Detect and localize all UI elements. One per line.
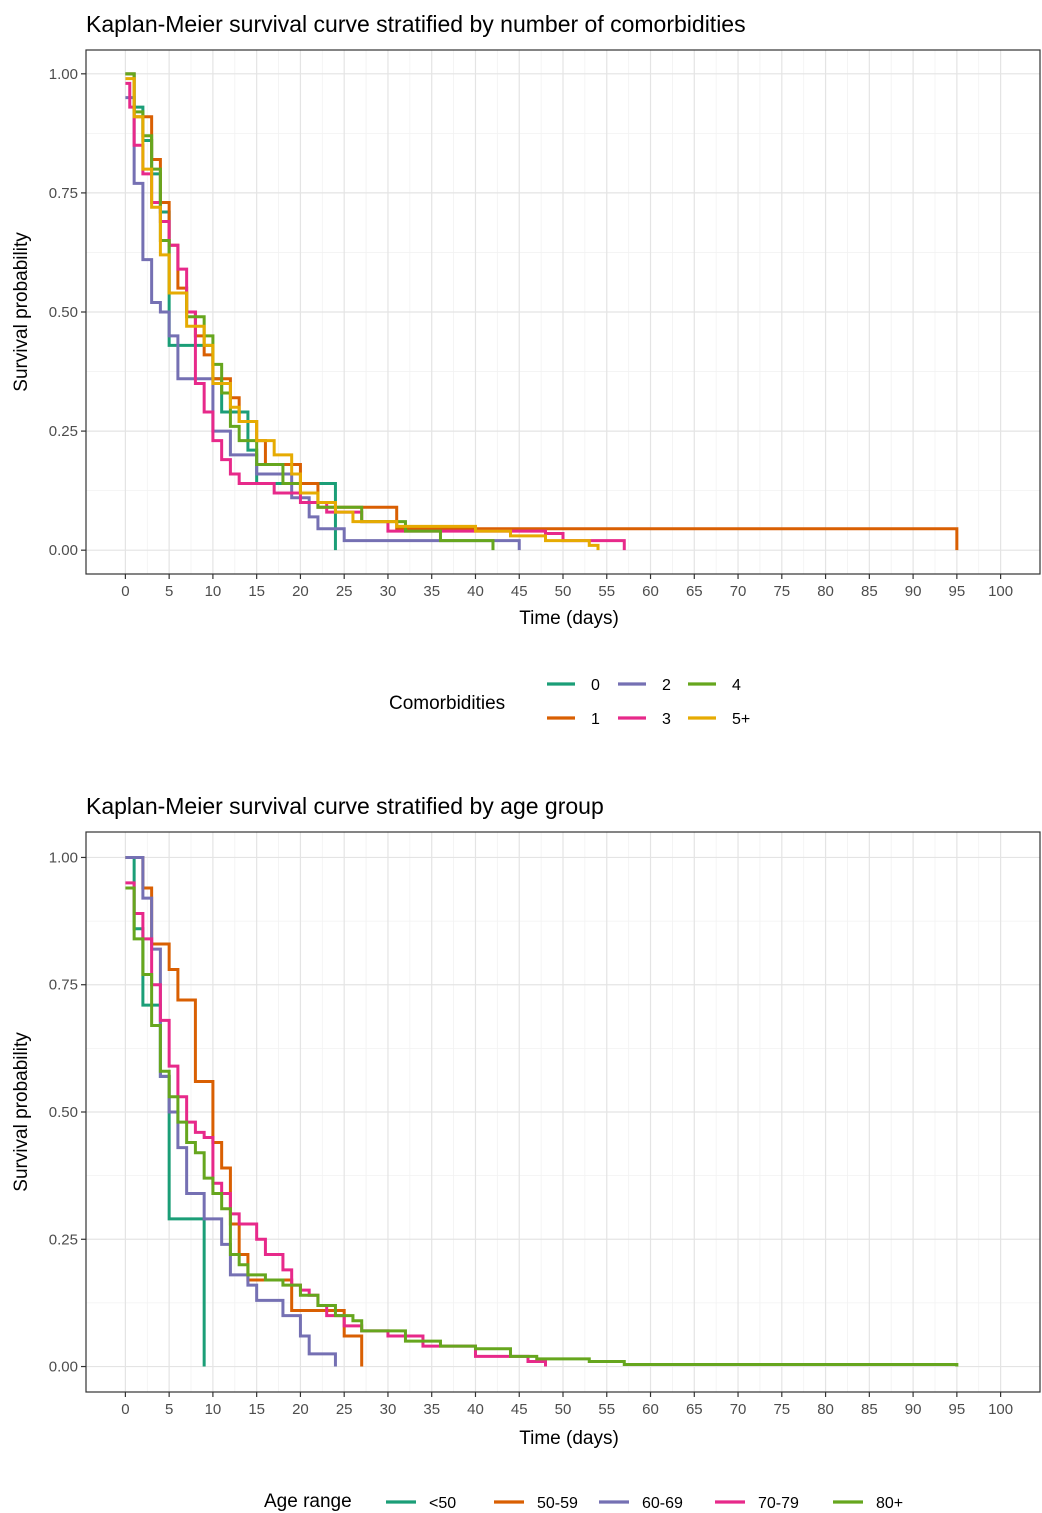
survival-curves (125, 855, 959, 1367)
x-tick-label: 90 (905, 583, 922, 600)
x-tick-label: 5 (165, 583, 173, 600)
legend-label: 1 (591, 711, 600, 728)
gridlines (86, 832, 1040, 1392)
x-axis-title: Time (days) (519, 608, 619, 629)
x-tick-label: 35 (423, 1401, 440, 1418)
legend-label: 2 (662, 677, 671, 694)
legend-label: 70-79 (758, 1495, 799, 1512)
km-curve-60-69 (125, 855, 337, 1367)
legend: Comorbidities 0 2 4 1 3 5+ (389, 677, 750, 728)
x-tick-label: 70 (730, 1401, 747, 1418)
x-tick-label: 60 (642, 1401, 659, 1418)
x-axis-ticks: 0 5 10 15 20 25 30 35 40 45 50 55 60 65 70 75 80 85 90 95 10… (121, 574, 1013, 600)
x-tick-label: 80 (817, 1401, 834, 1418)
x-tick-label: 40 (467, 1401, 484, 1418)
legend-label: 0 (591, 677, 600, 694)
x-tick-label: 75 (773, 583, 790, 600)
y-axis-ticks: 0.00 0.25 0.50 0.75 1.00 (49, 66, 86, 559)
y-tick-label: 0.50 (49, 1104, 78, 1121)
y-tick-label: 0.75 (49, 977, 78, 994)
x-tick-label: 45 (511, 583, 528, 600)
legend-title: Comorbidities (389, 693, 505, 714)
x-tick-label: 75 (773, 1401, 790, 1418)
x-tick-label: 15 (248, 1401, 265, 1418)
x-tick-label: 15 (248, 583, 265, 600)
x-tick-label: 80 (817, 583, 834, 600)
x-tick-label: 50 (555, 583, 572, 600)
y-tick-label: 0.00 (49, 1359, 78, 1376)
age-group-chart: Kaplan-Meier survival curve stratified b… (11, 793, 1041, 1512)
x-tick-label: 90 (905, 1401, 922, 1418)
x-tick-label: 10 (205, 583, 222, 600)
x-tick-label: 100 (988, 583, 1013, 600)
y-tick-label: 0.25 (49, 423, 78, 440)
x-tick-label: 5 (165, 1401, 173, 1418)
x-tick-label: 10 (205, 1401, 222, 1418)
x-tick-label: 55 (598, 1401, 615, 1418)
km-curve-2 (125, 96, 521, 551)
x-tick-label: 85 (861, 583, 878, 600)
x-axis-ticks: 0 5 10 15 20 25 30 35 40 45 50 55 60 65 70 75 80 85 90 95 10… (121, 1392, 1013, 1418)
x-tick-label: 0 (121, 583, 129, 600)
legend-title: Age range (264, 1491, 352, 1512)
x-tick-label: 100 (988, 1401, 1013, 1418)
y-tick-label: 0.75 (49, 185, 78, 202)
y-tick-label: 0.00 (49, 542, 78, 559)
x-tick-label: 55 (598, 583, 615, 600)
km-curve-50-59 (125, 855, 364, 1367)
x-tick-label: 20 (292, 583, 309, 600)
x-tick-label: 20 (292, 1401, 309, 1418)
x-tick-label: 35 (423, 583, 440, 600)
legend-label: 50-59 (537, 1495, 578, 1512)
x-tick-label: 95 (949, 583, 966, 600)
x-tick-label: 65 (686, 583, 703, 600)
x-tick-label: 95 (949, 1401, 966, 1418)
x-axis-title: Time (days) (519, 1428, 619, 1449)
km-curve-80+ (125, 886, 959, 1367)
legend-label: 3 (662, 711, 671, 728)
legend: Age range <50 50-59 60-69 70-79 80+ (264, 1491, 903, 1512)
x-tick-label: 50 (555, 1401, 572, 1418)
legend-label: 60-69 (642, 1495, 683, 1512)
x-tick-label: 85 (861, 1401, 878, 1418)
x-tick-label: 30 (380, 1401, 397, 1418)
x-tick-label: 25 (336, 1401, 353, 1418)
legend-label: <50 (429, 1495, 456, 1512)
x-tick-label: 25 (336, 583, 353, 600)
y-axis-title: Survival probability (11, 232, 32, 392)
legend-label: 5+ (732, 711, 750, 728)
x-tick-label: 0 (121, 1401, 129, 1418)
legend-label: 80+ (876, 1495, 903, 1512)
km-curve-5+ (125, 77, 600, 551)
y-axis-ticks: 0.00 0.25 0.50 0.75 1.00 (49, 849, 86, 1376)
x-tick-label: 65 (686, 1401, 703, 1418)
x-tick-label: 30 (380, 583, 397, 600)
y-tick-label: 1.00 (49, 66, 78, 83)
x-tick-label: 40 (467, 583, 484, 600)
comorbidities-chart: Kaplan-Meier survival curve stratified b… (11, 11, 1041, 728)
y-tick-label: 0.50 (49, 304, 78, 321)
gridlines (86, 50, 1040, 574)
legend-label: 4 (732, 677, 741, 694)
y-tick-label: 1.00 (49, 849, 78, 866)
x-tick-label: 70 (730, 583, 747, 600)
y-tick-label: 0.25 (49, 1231, 78, 1248)
chart-title: Kaplan-Meier survival curve stratified b… (86, 793, 604, 819)
x-tick-label: 45 (511, 1401, 528, 1418)
chart-title: Kaplan-Meier survival curve stratified b… (86, 11, 746, 37)
x-tick-label: 60 (642, 583, 659, 600)
survival-curves (125, 72, 959, 551)
y-axis-title: Survival probability (11, 1032, 32, 1192)
